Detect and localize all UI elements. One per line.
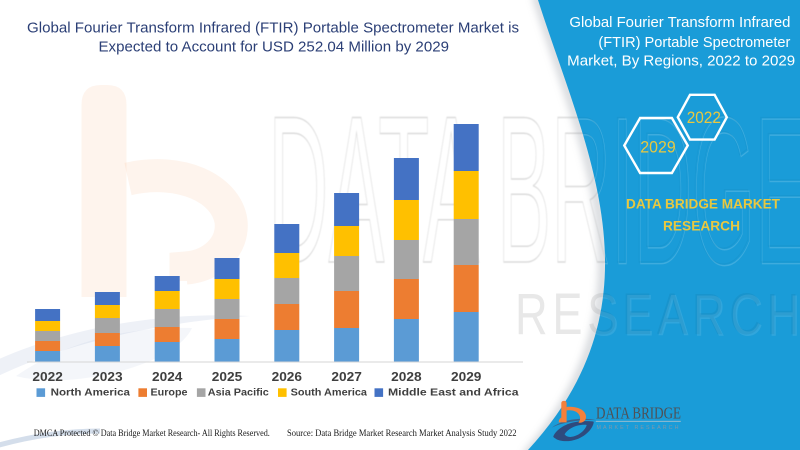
svg-text:MARKET RESEARCH: MARKET RESEARCH	[597, 425, 681, 431]
svg-text:Global Fourier Transform Infra: Global Fourier Transform Infrared (FTIR)…	[27, 20, 519, 37]
svg-text:2022: 2022	[32, 369, 62, 384]
svg-text:Source: Data Bridge Market Res: Source: Data Bridge Market Research Mark…	[287, 428, 517, 438]
svg-text:2029: 2029	[451, 369, 481, 384]
svg-text:DMCA Protected © Data Bridge M: DMCA Protected © Data Bridge Market Rese…	[34, 428, 270, 438]
svg-text:Middle East and Africa: Middle East and Africa	[388, 387, 519, 399]
svg-text:Global Fourier Transform Infra: Global Fourier Transform Infrared	[569, 14, 790, 31]
svg-text:North America: North America	[51, 387, 131, 399]
svg-text:2022: 2022	[687, 109, 721, 127]
svg-text:DATA BRIDGE MARKET: DATA BRIDGE MARKET	[626, 196, 780, 212]
svg-text:DATA BRIDGE: DATA BRIDGE	[596, 404, 681, 423]
svg-text:RESEARCH: RESEARCH	[663, 218, 740, 234]
svg-text:2023: 2023	[92, 369, 122, 384]
svg-text:2025: 2025	[212, 369, 242, 384]
svg-text:(FTIR) Portable Spectrometer: (FTIR) Portable Spectrometer	[598, 34, 790, 51]
svg-text:Market, By Regions, 2022 to 20: Market, By Regions, 2022 to 2029	[567, 53, 795, 70]
svg-text:2028: 2028	[391, 369, 421, 384]
svg-text:South America: South America	[291, 387, 368, 399]
svg-text:Asia Pacific: Asia Pacific	[208, 387, 269, 399]
svg-text:DATA: DATA	[268, 72, 479, 307]
svg-text:2026: 2026	[272, 369, 302, 384]
svg-text:Expected to Account for USD 25: Expected to Account for USD 252.04 Milli…	[99, 39, 450, 56]
svg-text:2024: 2024	[152, 369, 183, 384]
svg-text:2029: 2029	[640, 138, 675, 156]
svg-text:2027: 2027	[331, 369, 361, 384]
svg-text:Europe: Europe	[151, 387, 188, 399]
